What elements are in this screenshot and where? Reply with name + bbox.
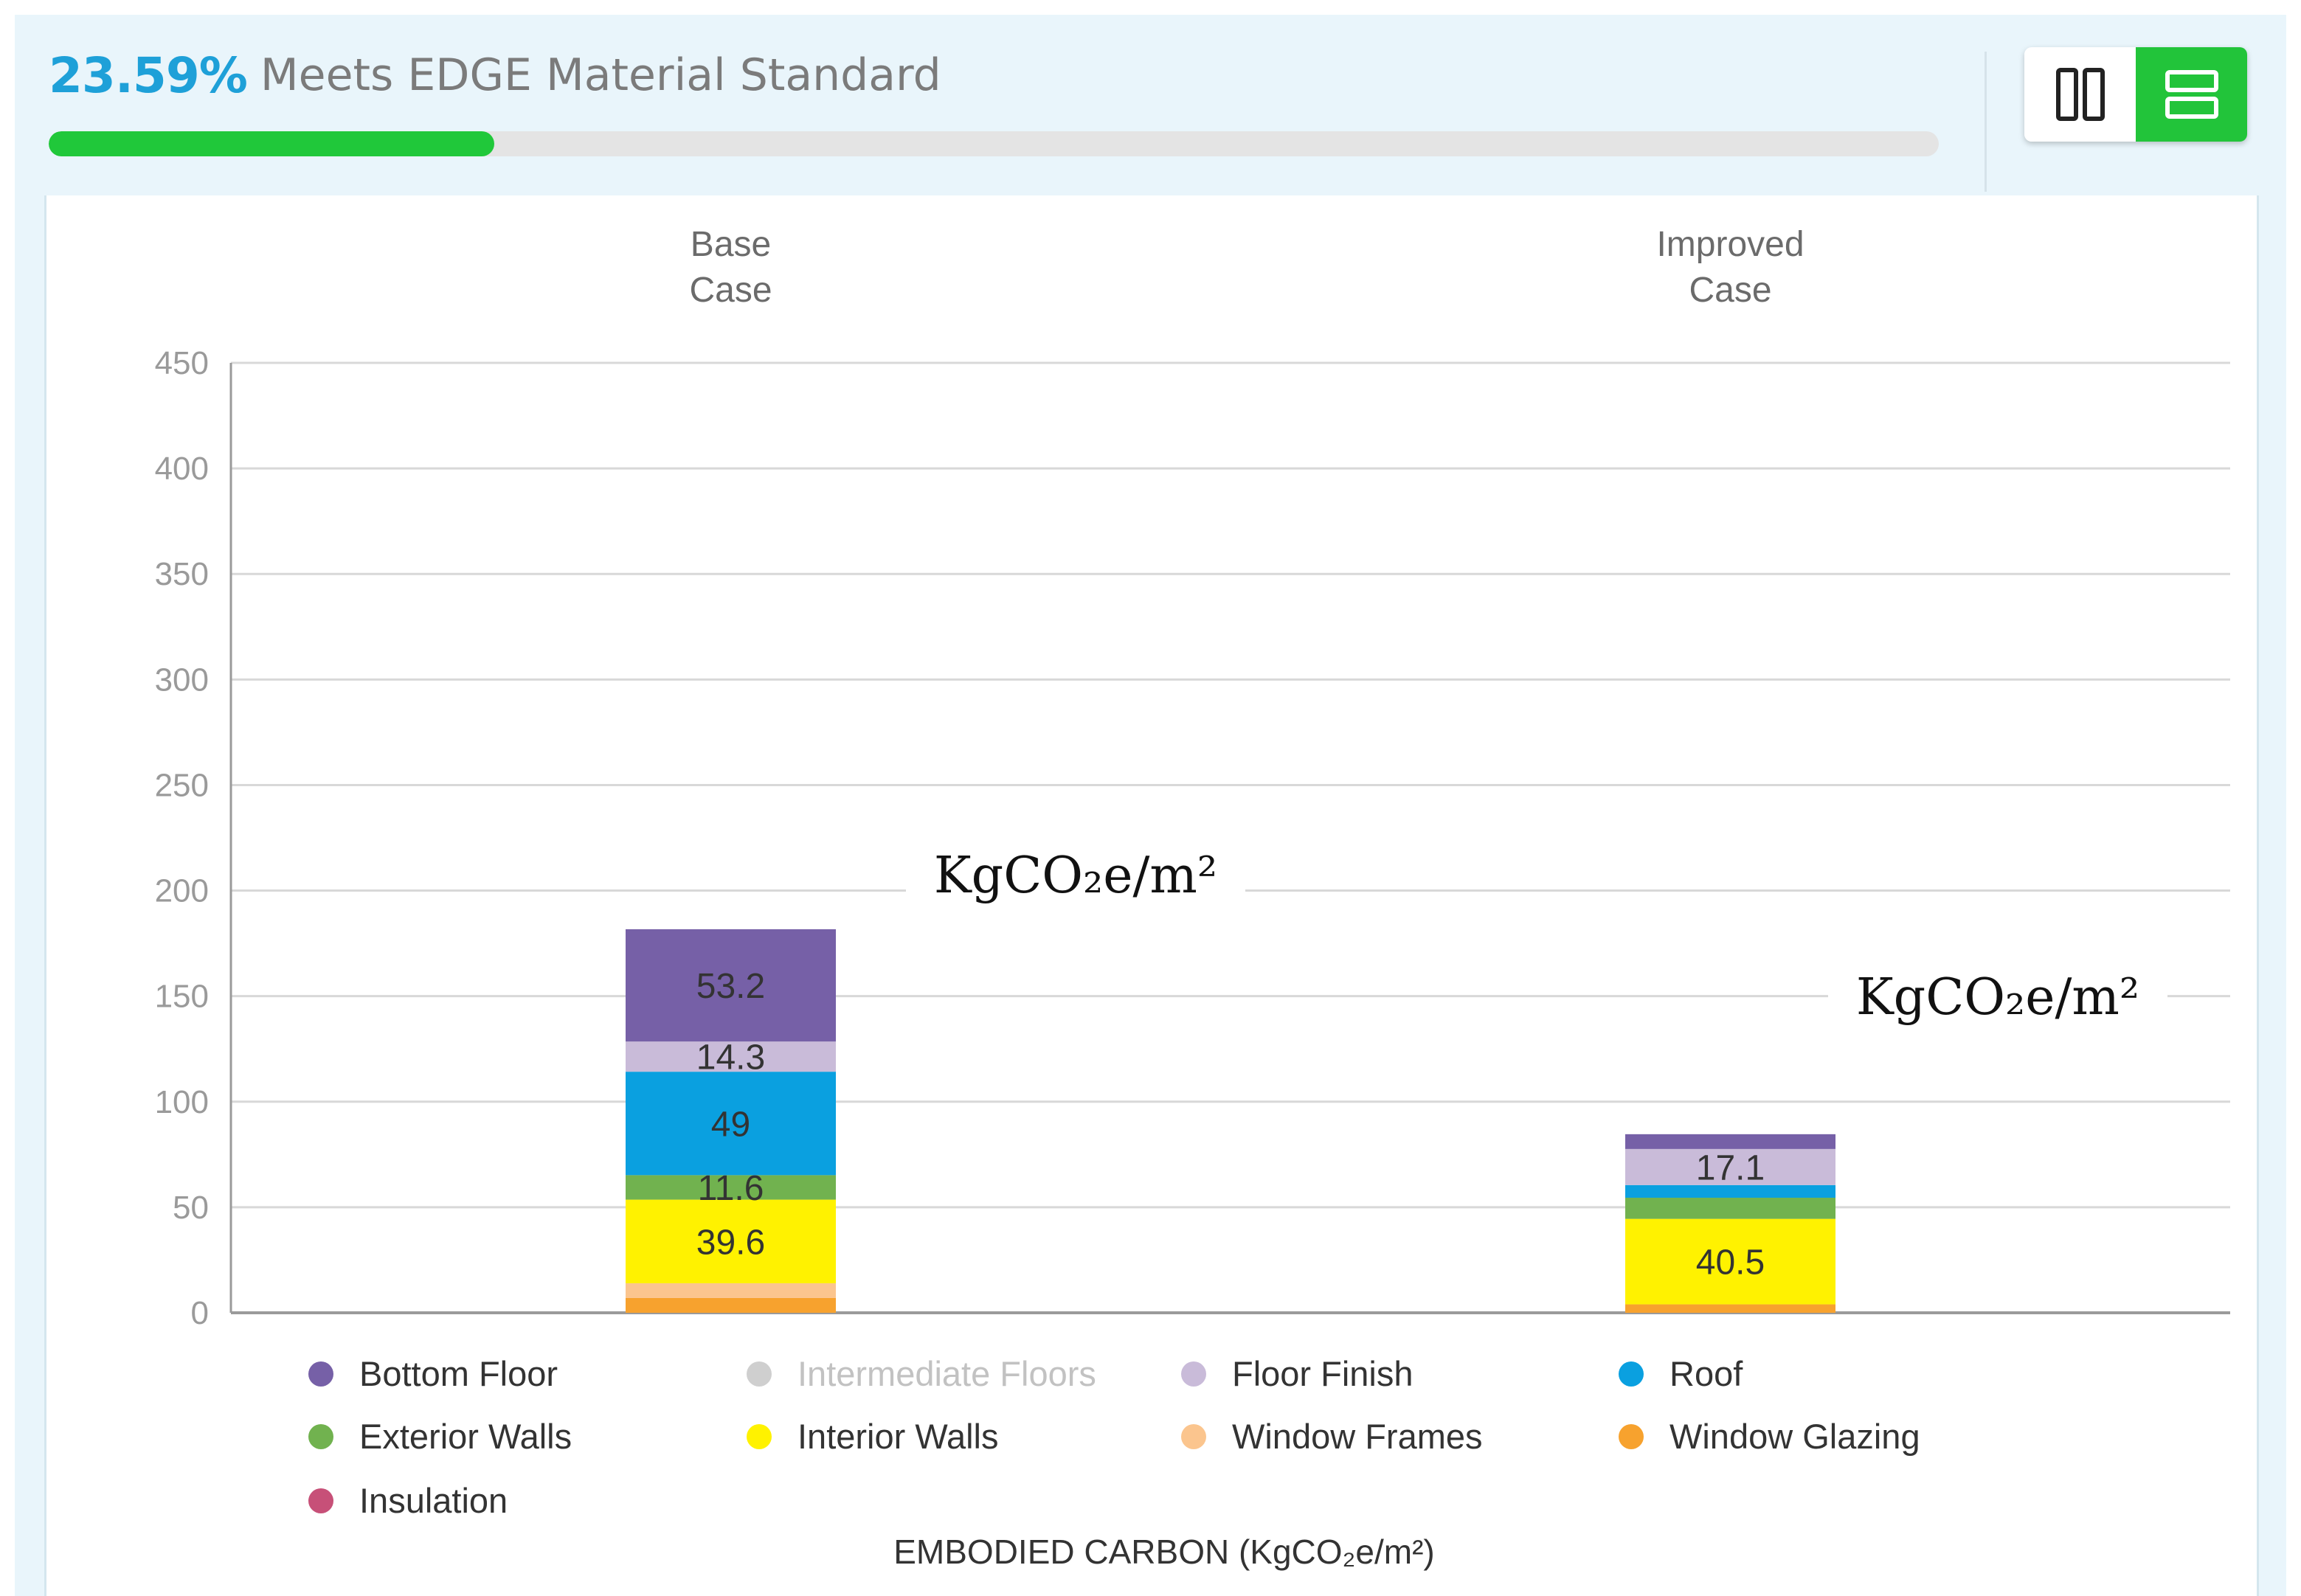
y-tick-label: 50 — [173, 1190, 209, 1226]
bar-segment — [626, 1297, 836, 1313]
legend-label: Interior Walls — [797, 1417, 998, 1456]
unit-annotation-bg — [906, 839, 1245, 916]
y-tick-label: 150 — [155, 979, 209, 1015]
legend-label: Window Frames — [1232, 1417, 1483, 1456]
legend-marker — [308, 1488, 333, 1513]
progress-bar — [49, 131, 1939, 156]
data-label: 14.3 — [696, 1038, 765, 1078]
x-tick-label: Case — [689, 271, 772, 310]
columns-icon — [2055, 68, 2105, 121]
header-divider — [1985, 52, 1987, 192]
data-label: 40.5 — [1696, 1243, 1765, 1283]
data-label: 39.6 — [696, 1223, 765, 1262]
unit-annotation: KgCO₂e/m² — [1856, 968, 2139, 1027]
legend-label: Exterior Walls — [359, 1417, 572, 1456]
legend-label: Bottom Floor — [359, 1354, 558, 1393]
bar-segment — [626, 1199, 836, 1283]
header-title: 23.59% Meets EDGE Material Standard — [49, 31, 941, 119]
bar-segment — [1625, 1198, 1835, 1219]
material-results-panel: 23.59% Meets EDGE Material Standard 0 50 1… — [15, 15, 2286, 1596]
legend-label: Intermediate Floors — [797, 1354, 1096, 1393]
bar-segment — [1625, 1184, 1835, 1198]
legend-label: Insulation — [359, 1481, 508, 1520]
bar-segment — [626, 1041, 836, 1072]
legend-marker — [747, 1361, 772, 1387]
y-tick-label: 400 — [155, 451, 209, 487]
y-tick-label: 250 — [155, 767, 209, 803]
x-tick-label: Improved — [1656, 225, 1804, 264]
legend-marker — [1619, 1361, 1644, 1387]
embodied-carbon-chart: 0 50 100 150 200 250 300 350 400 450 Base Case Impro… — [155, 225, 2230, 1571]
legend-marker — [308, 1361, 333, 1387]
y-tick-label: 100 — [155, 1084, 209, 1120]
y-tick-label: 300 — [155, 662, 209, 698]
legend-label: Floor Finish — [1232, 1354, 1414, 1393]
standard-percentage: 23.59% — [49, 46, 248, 104]
progress-bar-fill — [49, 131, 495, 156]
bar-segment — [626, 1175, 836, 1200]
bar-segment — [1625, 1148, 1835, 1185]
legend-label: Roof — [1669, 1354, 1743, 1393]
y-tick-label: 0 — [191, 1295, 209, 1331]
columns-view-button[interactable] — [2024, 47, 2136, 142]
y-tick-label: 200 — [155, 873, 209, 909]
legend-label: Window Glazing — [1669, 1417, 1920, 1456]
bar-segment — [626, 929, 836, 1042]
y-tick-label: 350 — [155, 556, 209, 592]
data-label: 11.6 — [698, 1169, 764, 1208]
bar-segment — [1625, 1134, 1835, 1149]
legend-marker — [1181, 1424, 1206, 1449]
legend-marker — [1181, 1361, 1206, 1387]
standard-label: Meets EDGE Material Standard — [260, 49, 941, 101]
legend-marker — [308, 1424, 333, 1449]
x-axis-title: EMBODIED CARBON (KgCO₂e/m²) — [893, 1533, 1434, 1571]
legend-marker — [747, 1424, 772, 1449]
rows-view-button[interactable] — [2136, 47, 2247, 142]
data-label: 49 — [711, 1105, 750, 1144]
unit-annotation: KgCO₂e/m² — [934, 847, 1217, 905]
x-tick-label: Base — [691, 225, 771, 264]
data-label: 17.1 — [1696, 1148, 1765, 1187]
bar-segment — [626, 1283, 836, 1298]
bar-segment — [626, 1072, 836, 1176]
bar-segment — [1625, 1304, 1835, 1313]
chart-panel: 0 50 100 150 200 250 300 350 400 450 Base Case Impro… — [44, 195, 2259, 1596]
unit-annotation-bg — [1828, 961, 2167, 1038]
rows-icon — [2165, 70, 2218, 119]
x-tick-label: Case — [1689, 271, 1771, 310]
legend-marker — [1619, 1424, 1644, 1449]
y-tick-label: 450 — [155, 345, 209, 381]
data-label: 53.2 — [696, 967, 765, 1006]
view-toggle — [2024, 47, 2247, 142]
bar-segment — [1625, 1218, 1835, 1305]
